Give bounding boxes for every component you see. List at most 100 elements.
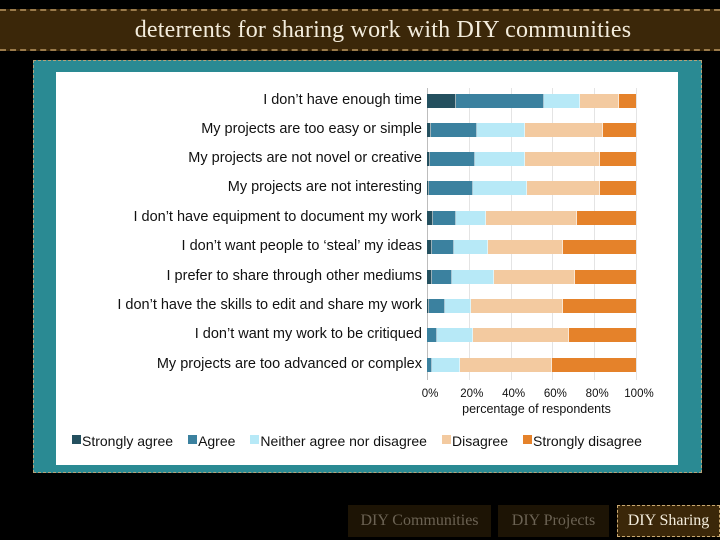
bar-segment-agree	[429, 181, 473, 195]
bar-segment-disagree	[485, 211, 578, 225]
bar-segment-strongly-disagree	[577, 211, 636, 225]
chart-card: I don’t have enough time My projects are …	[56, 72, 678, 465]
x-tick-label: 40%	[502, 388, 526, 400]
bar-row	[427, 299, 636, 313]
bar-segment-disagree	[460, 358, 553, 372]
x-tick-label: 100%	[624, 388, 654, 400]
nav-tab-diy-sharing[interactable]: DIY Sharing	[617, 505, 720, 537]
nav-tab-diy-communities[interactable]: DIY Communities	[348, 505, 491, 537]
bar-segment-agree	[432, 270, 453, 284]
bar-segment-strongly-disagree	[569, 328, 636, 342]
bar-segment-strongly-agree	[427, 94, 457, 108]
legend-item: Strongly agree	[72, 433, 173, 449]
legend-item: Strongly disagree	[523, 433, 642, 449]
chart-legend: Strongly agree Agree Neither agree nor dis…	[72, 433, 657, 449]
bar-segment-agree	[456, 94, 545, 108]
legend-label: Neither agree nor disagree	[260, 433, 427, 449]
slide-title-bar: deterrents for sharing work with DIY com…	[0, 9, 720, 51]
bar-segment-neither-agree-nor-disagree	[454, 240, 488, 254]
bar-row	[427, 181, 636, 195]
bar-row	[427, 240, 636, 254]
bar-segment-neither-agree-nor-disagree	[437, 328, 473, 342]
bar-segment-strongly-agree	[427, 211, 434, 225]
category-label: My projects are too advanced or complex	[156, 356, 422, 372]
gridline	[636, 88, 637, 380]
legend-label: Strongly agree	[82, 433, 174, 449]
bar-segment-strongly-disagree	[600, 181, 636, 195]
bar-segment-neither-agree-nor-disagree	[456, 211, 486, 225]
gridline	[594, 88, 596, 380]
legend-swatch-icon	[72, 435, 81, 444]
bar-segment-strongly-disagree	[575, 270, 636, 284]
bar-segment-strongly-disagree	[602, 123, 636, 137]
bar-segment-disagree	[472, 328, 570, 342]
x-tick-label: 20%	[460, 388, 484, 400]
legend-swatch-icon	[441, 435, 451, 444]
bar-row	[427, 328, 636, 342]
bar-segment-agree	[431, 123, 478, 137]
bar-segment-agree	[429, 299, 445, 313]
bar-segment-agree	[433, 211, 457, 225]
bar-row	[427, 358, 636, 372]
bar-segment-neither-agree-nor-disagree	[477, 123, 526, 137]
y-axis-line	[427, 88, 428, 380]
category-label: My projects are not interesting	[227, 179, 422, 195]
bar-segment-neither-agree-nor-disagree	[432, 358, 461, 372]
nav-tab-diy-projects[interactable]: DIY Projects	[498, 505, 609, 537]
bar-segment-neither-agree-nor-disagree	[544, 94, 580, 108]
bar-segment-strongly-disagree	[600, 152, 636, 166]
bar-segment-strongly-disagree	[562, 240, 636, 254]
bar-segment-strongly-agree	[427, 270, 433, 284]
category-label: I don’t want my work to be critiqued	[194, 326, 422, 342]
bar-row	[427, 270, 636, 284]
x-tick-label: 60%	[543, 388, 567, 400]
bar-segment-disagree	[525, 152, 601, 166]
legend-swatch-icon	[523, 435, 532, 444]
bar-segment-neither-agree-nor-disagree	[475, 152, 526, 166]
bar-row	[427, 123, 636, 137]
legend-item: Agree	[188, 433, 235, 449]
bar-segment-strongly-agree	[427, 181, 430, 195]
bar-segment-agree	[432, 240, 455, 254]
bar-segment-strongly-disagree	[619, 94, 636, 108]
bar-segment-strongly-disagree	[562, 299, 636, 313]
category-label: I don’t have enough time	[263, 92, 422, 108]
bar-row	[427, 211, 636, 225]
bar-segment-strongly-disagree	[552, 358, 636, 372]
bar-segment-neither-agree-nor-disagree	[472, 181, 528, 195]
category-label: My projects are not novel or creative	[188, 150, 422, 166]
bar-segment-strongly-agree	[427, 152, 431, 166]
bar-segment-disagree	[487, 240, 563, 254]
legend-label: Disagree	[451, 433, 508, 449]
legend-label: Strongly disagree	[533, 433, 642, 449]
legend-swatch-icon	[250, 435, 260, 444]
legend-label: Agree	[198, 433, 236, 449]
bar-segment-agree	[427, 358, 433, 372]
gridline	[510, 88, 512, 380]
x-tick-label: 80%	[585, 388, 609, 400]
bar-segment-strongly-agree	[427, 123, 432, 137]
legend-item: Neither agree nor disagree	[250, 433, 427, 449]
x-tick-label: 0%	[421, 388, 439, 400]
category-label: I don’t want people to ‘steal’ my ideas	[181, 238, 422, 254]
bar-segment-strongly-agree	[427, 240, 433, 254]
slide-title: deterrents for sharing work with DIY com…	[134, 16, 632, 43]
bar-segment-disagree	[527, 181, 601, 195]
bar-row	[427, 94, 636, 108]
x-axis-title: percentage of respondents	[462, 402, 611, 416]
category-label: I prefer to share through other mediums	[166, 268, 423, 284]
category-label: I don’t have equipment to document my wo…	[133, 209, 422, 225]
legend-swatch-icon	[188, 435, 198, 444]
bar-segment-disagree	[525, 123, 603, 137]
bar-segment-disagree	[493, 270, 576, 284]
category-label: My projects are too easy or simple	[201, 121, 422, 137]
gridline	[552, 88, 554, 380]
legend-item: Disagree	[441, 433, 508, 449]
bar-segment-disagree	[579, 94, 620, 108]
gridline	[468, 88, 470, 380]
category-label: I don’t have the skills to edit and shar…	[117, 297, 422, 313]
bar-segment-neither-agree-nor-disagree	[452, 270, 494, 284]
bar-row	[427, 152, 636, 166]
bar-segment-agree	[430, 152, 476, 166]
bar-segment-strongly-agree	[427, 299, 430, 313]
